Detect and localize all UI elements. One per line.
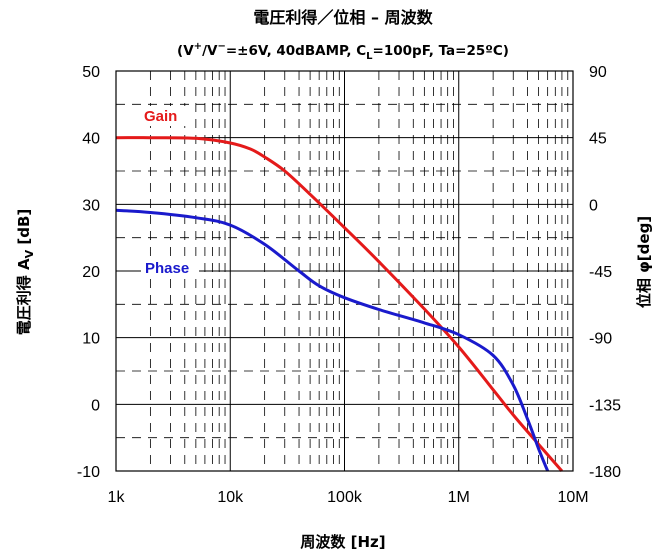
x-tick-label: 1k — [108, 489, 126, 506]
left-y-tick-label: 40 — [82, 131, 100, 148]
right-y-tick-label: -90 — [589, 331, 612, 348]
right-y-tick-label: 90 — [589, 64, 607, 81]
right-y-tick-label: -45 — [589, 264, 612, 281]
right-y-tick-label: 0 — [589, 197, 598, 214]
gain-series-label: Gain — [144, 108, 177, 125]
x-tick-label: 10M — [557, 489, 588, 506]
right-y-tick-label: -135 — [589, 397, 621, 414]
left-y-tick-label: 20 — [82, 264, 100, 281]
left-y-tick-label: 10 — [82, 331, 100, 348]
plot-area: Gain Phase 1k 10k 100k 1M 10M -10 0 10 20 30 40 50 -18… — [77, 64, 621, 506]
left-y-tick-label: 50 — [82, 64, 100, 81]
phase-series-line — [115, 208, 550, 472]
plot-frame — [115, 70, 574, 472]
left-y-tick-label: 30 — [82, 197, 100, 214]
left-y-tick-label: -10 — [77, 464, 100, 481]
x-tick-label: 100k — [327, 489, 363, 506]
chart-subtitle: (V+/V−=±6V, 40dBAMP, CL=100pF, Ta=25ºC) — [177, 41, 509, 62]
phase-series-label-bg — [141, 258, 199, 278]
x-axis-label: 周波数 [Hz] — [300, 533, 385, 551]
gain-series-line — [115, 136, 564, 472]
gain-series-label-bg — [140, 106, 188, 126]
left-axis-label: 電圧利得 AV [dB] — [15, 209, 36, 335]
right-axis-label: 位相 φ[deg] — [635, 216, 653, 308]
right-y-tick-label: 45 — [589, 131, 607, 148]
right-y-tick-label: -180 — [589, 464, 621, 481]
x-tick-label: 1M — [448, 489, 470, 506]
left-y-tick-label: 0 — [91, 397, 100, 414]
chart-title: 電圧利得／位相 – 周波数 — [253, 8, 433, 27]
x-tick-label: 10k — [217, 489, 244, 506]
phase-series-label: Phase — [145, 260, 189, 277]
